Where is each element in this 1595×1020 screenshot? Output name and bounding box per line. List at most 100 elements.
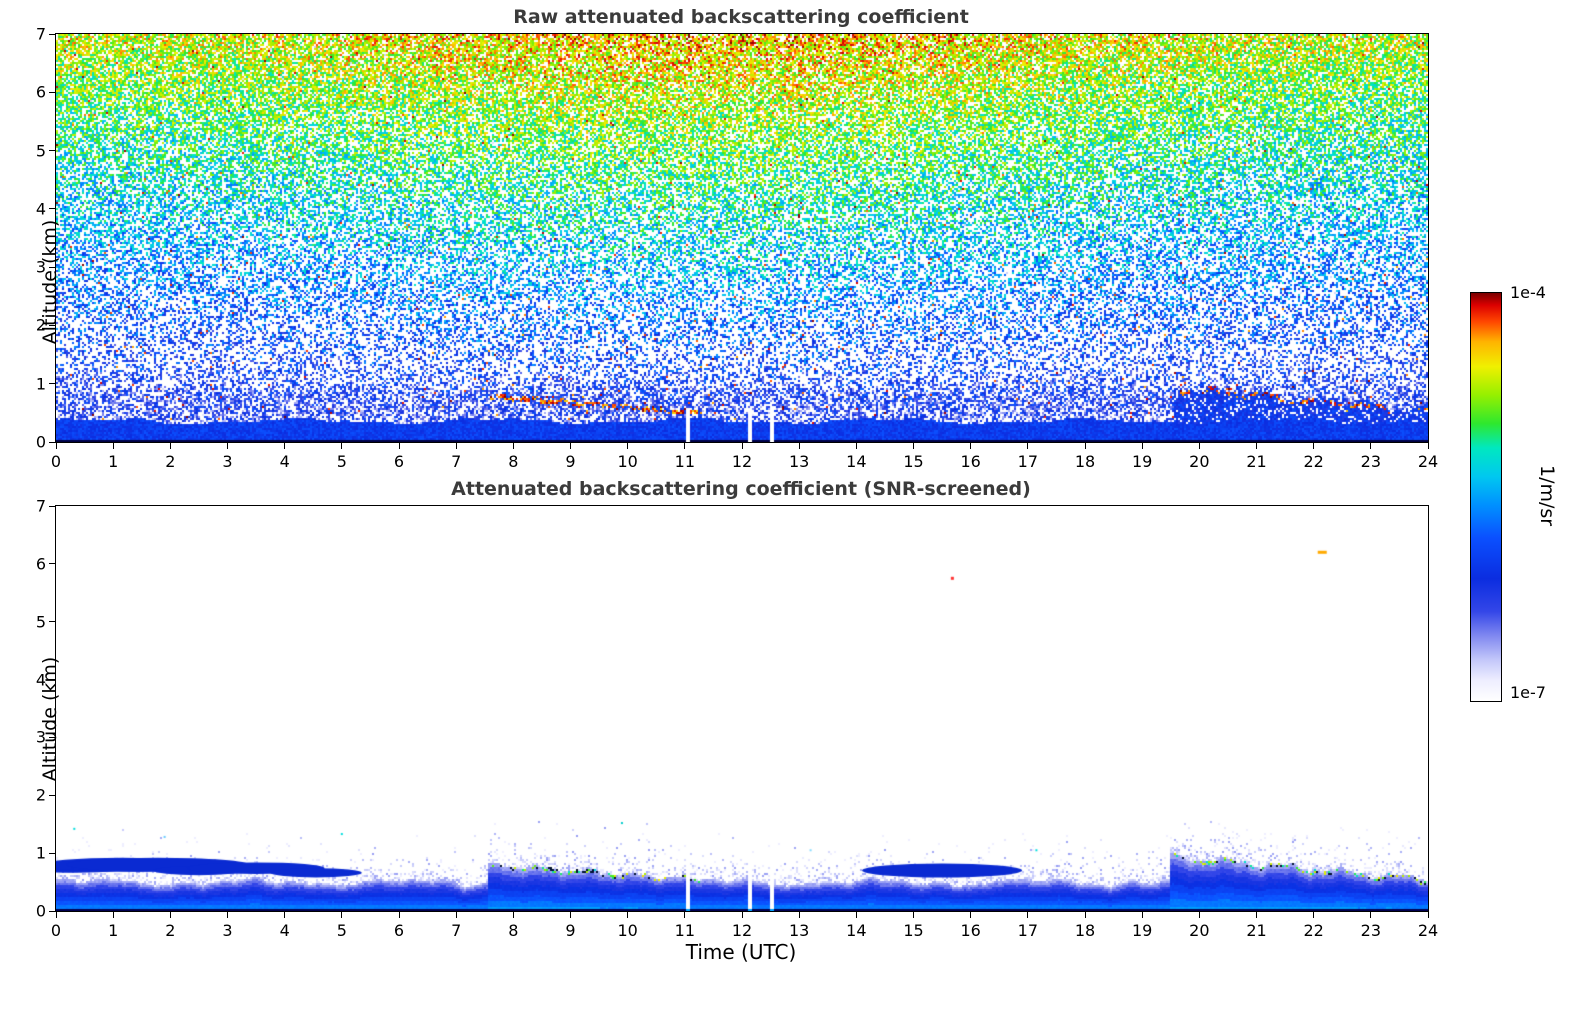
x-tick-label: 19 — [1131, 452, 1153, 471]
x-tick-mark — [512, 912, 514, 918]
screened-heatmap-canvas — [56, 506, 1428, 911]
colorbar-max-label: 1e-4 — [1510, 283, 1546, 302]
y-tick-label: 2 — [35, 785, 46, 805]
x-tick-mark — [1427, 912, 1429, 918]
x-tick-mark — [913, 443, 914, 449]
x-tick-mark — [855, 443, 857, 449]
x-tick-mark — [284, 443, 286, 449]
y-tick-label: 7 — [35, 496, 46, 516]
x-tick-label: 11 — [674, 452, 696, 471]
x-tick-mark — [55, 912, 57, 918]
x-tick-mark — [1141, 912, 1143, 918]
x-tick-label: 15 — [903, 921, 924, 940]
colorbar — [1470, 292, 1502, 702]
x-tick-mark — [1370, 912, 1372, 918]
x-tick-mark — [1256, 912, 1257, 918]
x-tick-label: 1 — [108, 921, 119, 940]
x-tick-label: 4 — [279, 452, 290, 471]
x-tick-label: 4 — [279, 921, 290, 940]
x-tick-label: 14 — [846, 921, 867, 940]
x-tick-label: 3 — [222, 921, 233, 940]
colorbar-units-label: 1/m/sr — [1536, 465, 1558, 527]
x-tick-label: 21 — [1246, 921, 1267, 940]
x-tick-label: 15 — [903, 452, 924, 471]
x-tick-mark — [1084, 912, 1086, 918]
y-tick-label: 4 — [35, 199, 46, 219]
x-tick-label: 23 — [1360, 452, 1382, 471]
x-tick-label: 23 — [1360, 921, 1382, 940]
x-tick-label: 2 — [165, 452, 176, 471]
x-tick-mark — [112, 912, 114, 918]
x-tick-mark — [913, 912, 914, 918]
x-tick-label: 14 — [846, 452, 867, 471]
x-tick-label: 12 — [731, 452, 753, 471]
x-tick-label: 16 — [960, 921, 981, 940]
y-tick-mark — [49, 910, 55, 912]
y-tick-label: 0 — [35, 432, 46, 452]
x-tick-mark — [798, 443, 800, 449]
x-tick-label: 16 — [960, 452, 981, 471]
x-tick-label: 21 — [1246, 452, 1267, 471]
x-tick-mark — [1198, 912, 1200, 918]
raw-panel-title: Raw attenuated backscattering coefficien… — [513, 6, 969, 28]
y-tick-mark — [49, 621, 55, 623]
x-tick-mark — [398, 443, 400, 449]
y-tick-mark — [49, 91, 55, 93]
x-tick-label: 7 — [451, 921, 462, 940]
x-tick-label: 17 — [1017, 921, 1039, 940]
screened-y-axis-label: Altitude (km) — [39, 656, 61, 782]
x-tick-label: 9 — [565, 452, 576, 471]
x-tick-mark — [227, 912, 228, 918]
y-tick-label: 5 — [35, 612, 46, 632]
x-tick-mark — [570, 912, 571, 918]
x-tick-label: 22 — [1303, 452, 1324, 471]
x-tick-label: 17 — [1017, 452, 1039, 471]
x-tick-label: 6 — [393, 921, 405, 940]
y-tick-mark — [49, 441, 55, 443]
y-tick-mark — [49, 266, 55, 268]
y-tick-mark — [49, 852, 55, 854]
y-tick-mark — [49, 33, 55, 35]
x-tick-label: 11 — [674, 921, 696, 940]
x-tick-mark — [627, 912, 629, 918]
y-tick-label: 2 — [35, 315, 46, 335]
x-tick-mark — [970, 443, 972, 449]
x-tick-mark — [1027, 912, 1029, 918]
y-tick-mark — [49, 736, 55, 738]
y-tick-label: 1 — [35, 374, 46, 394]
x-tick-mark — [1427, 443, 1429, 449]
x-tick-mark — [684, 443, 686, 449]
x-tick-label: 0 — [50, 921, 62, 940]
x-tick-mark — [741, 443, 743, 449]
x-tick-mark — [1198, 443, 1200, 449]
x-tick-label: 8 — [508, 452, 519, 471]
x-tick-mark — [341, 912, 343, 918]
x-tick-mark — [1027, 443, 1029, 449]
x-tick-mark — [570, 443, 571, 449]
x-tick-label: 2 — [165, 921, 176, 940]
y-tick-label: 1 — [35, 843, 46, 863]
y-tick-label: 6 — [35, 82, 46, 102]
x-tick-label: 20 — [1189, 452, 1210, 471]
x-tick-label: 18 — [1074, 921, 1096, 940]
y-tick-label: 0 — [35, 901, 46, 921]
x-tick-label: 24 — [1417, 921, 1439, 940]
y-tick-label: 3 — [35, 257, 46, 277]
x-tick-label: 22 — [1303, 921, 1324, 940]
raw-heatmap-canvas — [56, 34, 1428, 442]
y-tick-mark — [49, 679, 55, 681]
y-tick-mark — [49, 150, 55, 152]
x-tick-mark — [627, 443, 629, 449]
x-tick-mark — [55, 443, 57, 449]
x-tick-mark — [512, 443, 514, 449]
y-tick-label: 3 — [35, 727, 46, 747]
x-tick-mark — [341, 443, 343, 449]
x-tick-label: 19 — [1131, 921, 1153, 940]
x-tick-mark — [227, 443, 228, 449]
x-tick-mark — [284, 912, 286, 918]
x-tick-mark — [455, 443, 457, 449]
x-tick-label: 20 — [1189, 921, 1210, 940]
x-tick-label: 13 — [788, 921, 810, 940]
x-tick-label: 18 — [1074, 452, 1096, 471]
